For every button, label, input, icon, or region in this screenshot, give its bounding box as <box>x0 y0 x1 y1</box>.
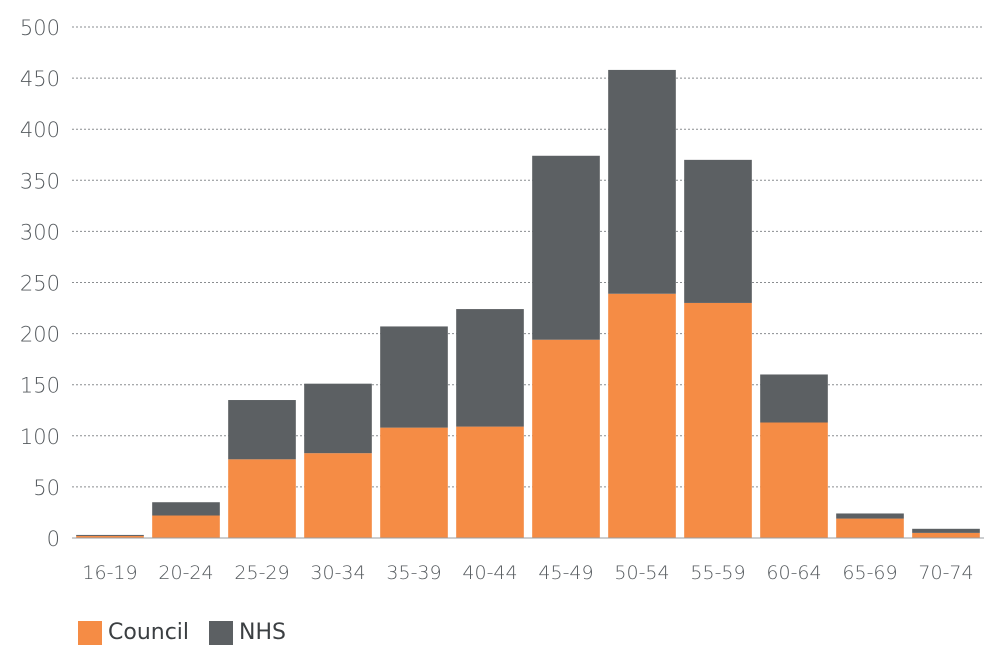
x-tick-label: 70-74 <box>918 562 973 584</box>
x-tick-label: 30-34 <box>310 562 365 584</box>
y-axis-tick-labels: 0 50 100 150 200 250 300 350 400 450 500 <box>20 16 60 551</box>
bar-nhs-70-74 <box>912 528 980 533</box>
x-tick-label: 60-64 <box>766 562 821 584</box>
bar-council-16-19 <box>76 535 144 538</box>
bar-nhs-45-49 <box>532 155 600 340</box>
y-tick-label: 350 <box>20 169 60 193</box>
legend: Council NHS <box>78 620 286 645</box>
legend-item-nhs: NHS <box>209 620 286 645</box>
legend-label-nhs: NHS <box>239 620 286 645</box>
bar-council-35-39 <box>380 427 448 538</box>
y-tick-label: 300 <box>20 220 60 244</box>
bar-council-60-64 <box>760 422 828 538</box>
bar-nhs-55-59 <box>684 159 752 303</box>
x-tick-label: 35-39 <box>386 562 441 584</box>
bar-council-45-49 <box>532 339 600 538</box>
x-tick-label: 16-19 <box>82 562 137 584</box>
legend-item-council: Council <box>78 620 189 645</box>
x-tick-label: 25-29 <box>234 562 289 584</box>
y-tick-label: 50 <box>33 476 60 500</box>
y-tick-label: 0 <box>47 527 60 551</box>
legend-label-council: Council <box>108 620 190 645</box>
x-tick-label: 50-54 <box>614 562 669 584</box>
y-tick-label: 100 <box>20 425 60 449</box>
y-tick-label: 400 <box>20 118 60 142</box>
bar-council-50-54 <box>608 293 676 538</box>
bar-council-25-29 <box>228 459 296 538</box>
bar-nhs-65-69 <box>836 513 904 519</box>
x-tick-label: 65-69 <box>842 562 897 584</box>
bar-council-40-44 <box>456 426 524 538</box>
bar-council-55-59 <box>684 302 752 538</box>
bar-council-20-24 <box>152 515 220 538</box>
bar-nhs-40-44 <box>456 309 524 427</box>
bars <box>76 69 980 538</box>
y-tick-label: 150 <box>20 374 60 398</box>
bar-nhs-50-54 <box>608 69 676 294</box>
bar-nhs-20-24 <box>152 502 220 516</box>
bar-nhs-60-64 <box>760 374 828 423</box>
y-tick-label: 250 <box>20 272 60 296</box>
y-tick-label: 450 <box>20 67 60 91</box>
x-tick-label: 45-49 <box>538 562 593 584</box>
legend-swatch-nhs <box>209 620 234 645</box>
x-tick-label: 55-59 <box>690 562 745 584</box>
legend-swatch-council <box>78 620 102 645</box>
bar-nhs-30-34 <box>304 383 372 454</box>
gridlines <box>72 26 984 488</box>
x-tick-label: 20-24 <box>158 562 213 584</box>
bar-council-30-34 <box>304 453 372 538</box>
bar-nhs-35-39 <box>380 326 448 428</box>
bar-council-65-69 <box>836 518 904 538</box>
bar-nhs-25-29 <box>228 400 296 460</box>
y-tick-label: 500 <box>20 16 60 40</box>
x-tick-label: 40-44 <box>462 562 517 584</box>
y-tick-label: 200 <box>20 323 60 347</box>
bar-council-70-74 <box>912 532 980 538</box>
x-axis-tick-labels: 16-19 20-24 25-29 30-34 35-39 40-44 45-49 50-54… <box>82 562 973 584</box>
bar-nhs-16-19 <box>76 534 144 536</box>
